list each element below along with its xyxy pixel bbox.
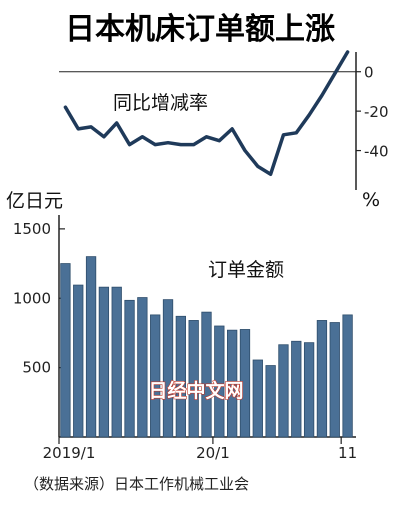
- watermark: 日经中文网: [148, 379, 243, 402]
- bar: [111, 286, 122, 438]
- line-tick-label: -20: [364, 103, 389, 121]
- bar: [150, 314, 161, 438]
- yoy-line: [63, 50, 350, 176]
- bar: [227, 329, 238, 438]
- bar: [124, 299, 135, 438]
- bar-x-tick-label: 11: [338, 444, 357, 462]
- source-note: （数据来源）日本工作机械工业会: [24, 475, 249, 493]
- bar: [188, 320, 199, 438]
- bar-y-tick-labels: 500 1000 1500: [13, 220, 51, 377]
- bar-y-tick-label: 1500: [13, 220, 51, 238]
- bar: [316, 320, 328, 438]
- bar: [278, 344, 289, 438]
- bar: [265, 365, 276, 438]
- bar: [85, 256, 97, 438]
- chart-title: 日本机床订单额上涨: [65, 12, 335, 47]
- bar: [201, 311, 212, 438]
- bar-x-tick-labels: 2019/1 20/1 11: [43, 444, 358, 462]
- bar: [73, 284, 84, 438]
- bar: [291, 340, 302, 438]
- bar-x-tick-label: 20/1: [196, 444, 230, 462]
- bar-series: [60, 256, 353, 438]
- bar: [303, 342, 315, 438]
- bar-y-tick-label: 500: [22, 359, 51, 377]
- orders-bar-panel: 亿日元 订单金额 500 1000 1500 2019/1 20/1 11: [6, 190, 357, 462]
- bar: [214, 325, 225, 438]
- yoy-line-panel: 同比增减率 % 0 -20 -40: [59, 50, 389, 211]
- bar: [175, 315, 186, 438]
- line-series-label: 同比增减率: [113, 92, 208, 114]
- yoy-line-series: [63, 50, 350, 176]
- line-unit-label: %: [362, 189, 380, 211]
- bar-series-label: 订单金额: [208, 259, 284, 281]
- line-tick-labels: 0 -20 -40: [364, 64, 389, 161]
- bar-y-tick-label: 1000: [13, 289, 51, 307]
- bar-axis-unit-label: 亿日元: [6, 190, 63, 212]
- bar: [252, 359, 263, 438]
- bar: [162, 299, 174, 438]
- bar: [137, 297, 148, 438]
- bar: [98, 286, 110, 438]
- bar: [239, 329, 251, 438]
- line-tick-label: 0: [364, 64, 374, 82]
- line-axis: [59, 52, 361, 190]
- bar-x-tick-label: 2019/1: [43, 444, 96, 462]
- bar: [342, 314, 353, 438]
- bar: [60, 263, 71, 438]
- bar: [329, 322, 340, 438]
- line-tick-label: -40: [364, 143, 389, 161]
